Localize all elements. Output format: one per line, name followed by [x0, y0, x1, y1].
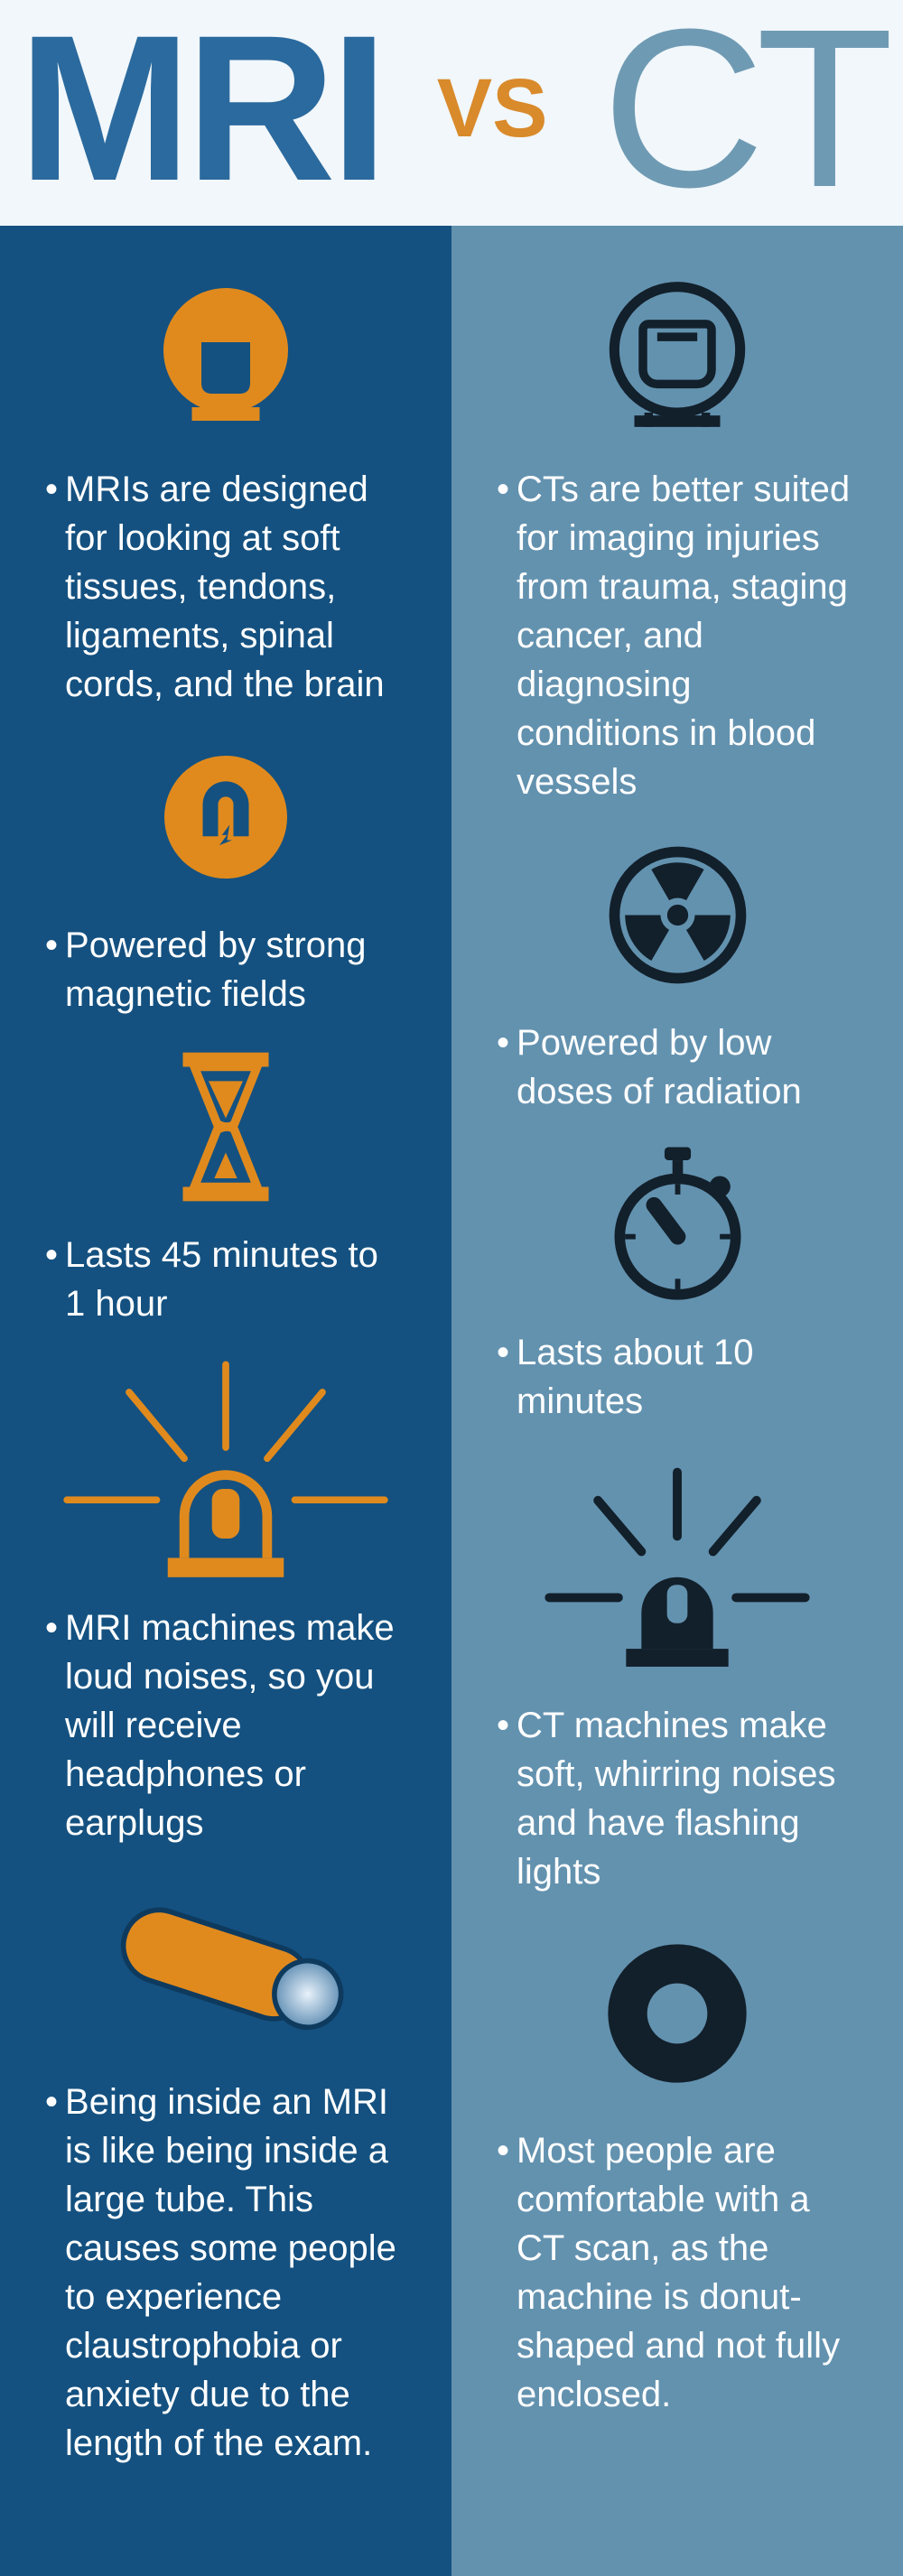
mri-shape-text: •Being inside an MRI is like being insid…	[36, 2078, 415, 2468]
header-vs-title: VS	[437, 61, 548, 156]
siren-icon	[54, 1346, 397, 1590]
header-mri-title: MRI	[18, 25, 383, 191]
ct-column: •CTs are better suited for imaging injur…	[452, 226, 903, 2576]
header: MRI VS CT	[0, 0, 903, 226]
mri-section-duration: •Lasts 45 minutes to 1 hour	[36, 1018, 415, 1328]
ct-section-usage: •CTs are better suited for imaging injur…	[488, 253, 867, 806]
siren-dark-icon	[524, 1444, 831, 1688]
comparison-columns: •MRIs are designed for looking at soft t…	[0, 226, 903, 2576]
ct-section-shape: •Most people are comfortable with a CT s…	[488, 1896, 867, 2419]
ct-shape-text: •Most people are comfortable with a CT s…	[488, 2126, 867, 2419]
ct-noise-text: •CT machines make soft, whirring noises …	[488, 1701, 867, 1896]
ct-section-noise: •CT machines make soft, whirring noises …	[488, 1426, 867, 1896]
stopwatch-icon	[599, 1134, 757, 1315]
mri-section-shape: •Being inside an MRI is like being insid…	[36, 1847, 415, 2468]
mri-noise-text: •MRI machines make loud noises, so you w…	[36, 1604, 415, 1847]
mri-section-power: •Powered by strong magnetic fields	[36, 709, 415, 1018]
mri-section-usage: •MRIs are designed for looking at soft t…	[36, 253, 415, 709]
mri-machine-icon	[144, 271, 307, 451]
ct-machine-icon	[591, 271, 763, 451]
magnet-icon	[149, 727, 303, 907]
ct-usage-text: •CTs are better suited for imaging injur…	[488, 465, 867, 806]
tube-icon	[81, 1865, 370, 2064]
mri-usage-text: •MRIs are designed for looking at soft t…	[36, 465, 415, 709]
ct-section-duration: •Lasts about 10 minutes	[488, 1116, 867, 1426]
hourglass-icon	[154, 1037, 298, 1217]
ct-duration-text: •Lasts about 10 minutes	[488, 1328, 867, 1426]
header-ct-title: CT	[602, 18, 885, 199]
mri-section-noise: •MRI machines make loud noises, so you w…	[36, 1328, 415, 1847]
ct-power-text: •Powered by low doses of radiation	[488, 1018, 867, 1116]
mri-duration-text: •Lasts 45 minutes to 1 hour	[36, 1231, 415, 1328]
donut-icon	[587, 1914, 768, 2113]
mri-power-text: •Powered by strong magnetic fields	[36, 921, 415, 1018]
radiation-icon	[599, 824, 757, 1005]
mri-column: •MRIs are designed for looking at soft t…	[0, 226, 452, 2576]
ct-section-power: •Powered by low doses of radiation	[488, 806, 867, 1116]
